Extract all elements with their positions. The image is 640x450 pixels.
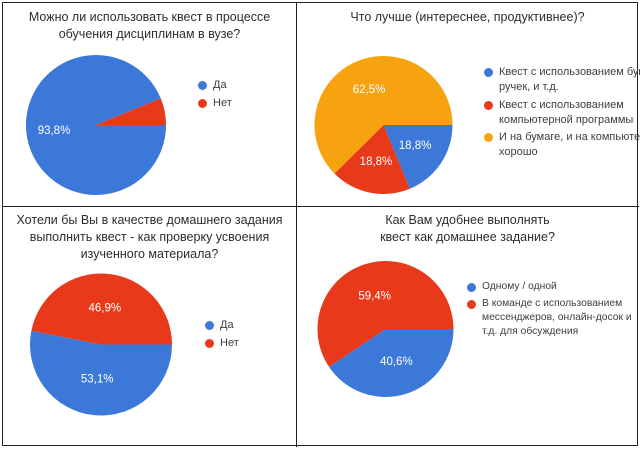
svg-text:18,8%: 18,8% xyxy=(360,156,393,168)
svg-text:18,8%: 18,8% xyxy=(399,140,432,152)
svg-text:93,8%: 93,8% xyxy=(38,125,71,137)
svg-text:53,1%: 53,1% xyxy=(81,373,114,385)
svg-text:46,9%: 46,9% xyxy=(88,303,121,315)
svg-text:59,4%: 59,4% xyxy=(358,290,391,302)
svg-text:62,5%: 62,5% xyxy=(353,84,386,96)
svg-text:40,6%: 40,6% xyxy=(380,356,413,368)
